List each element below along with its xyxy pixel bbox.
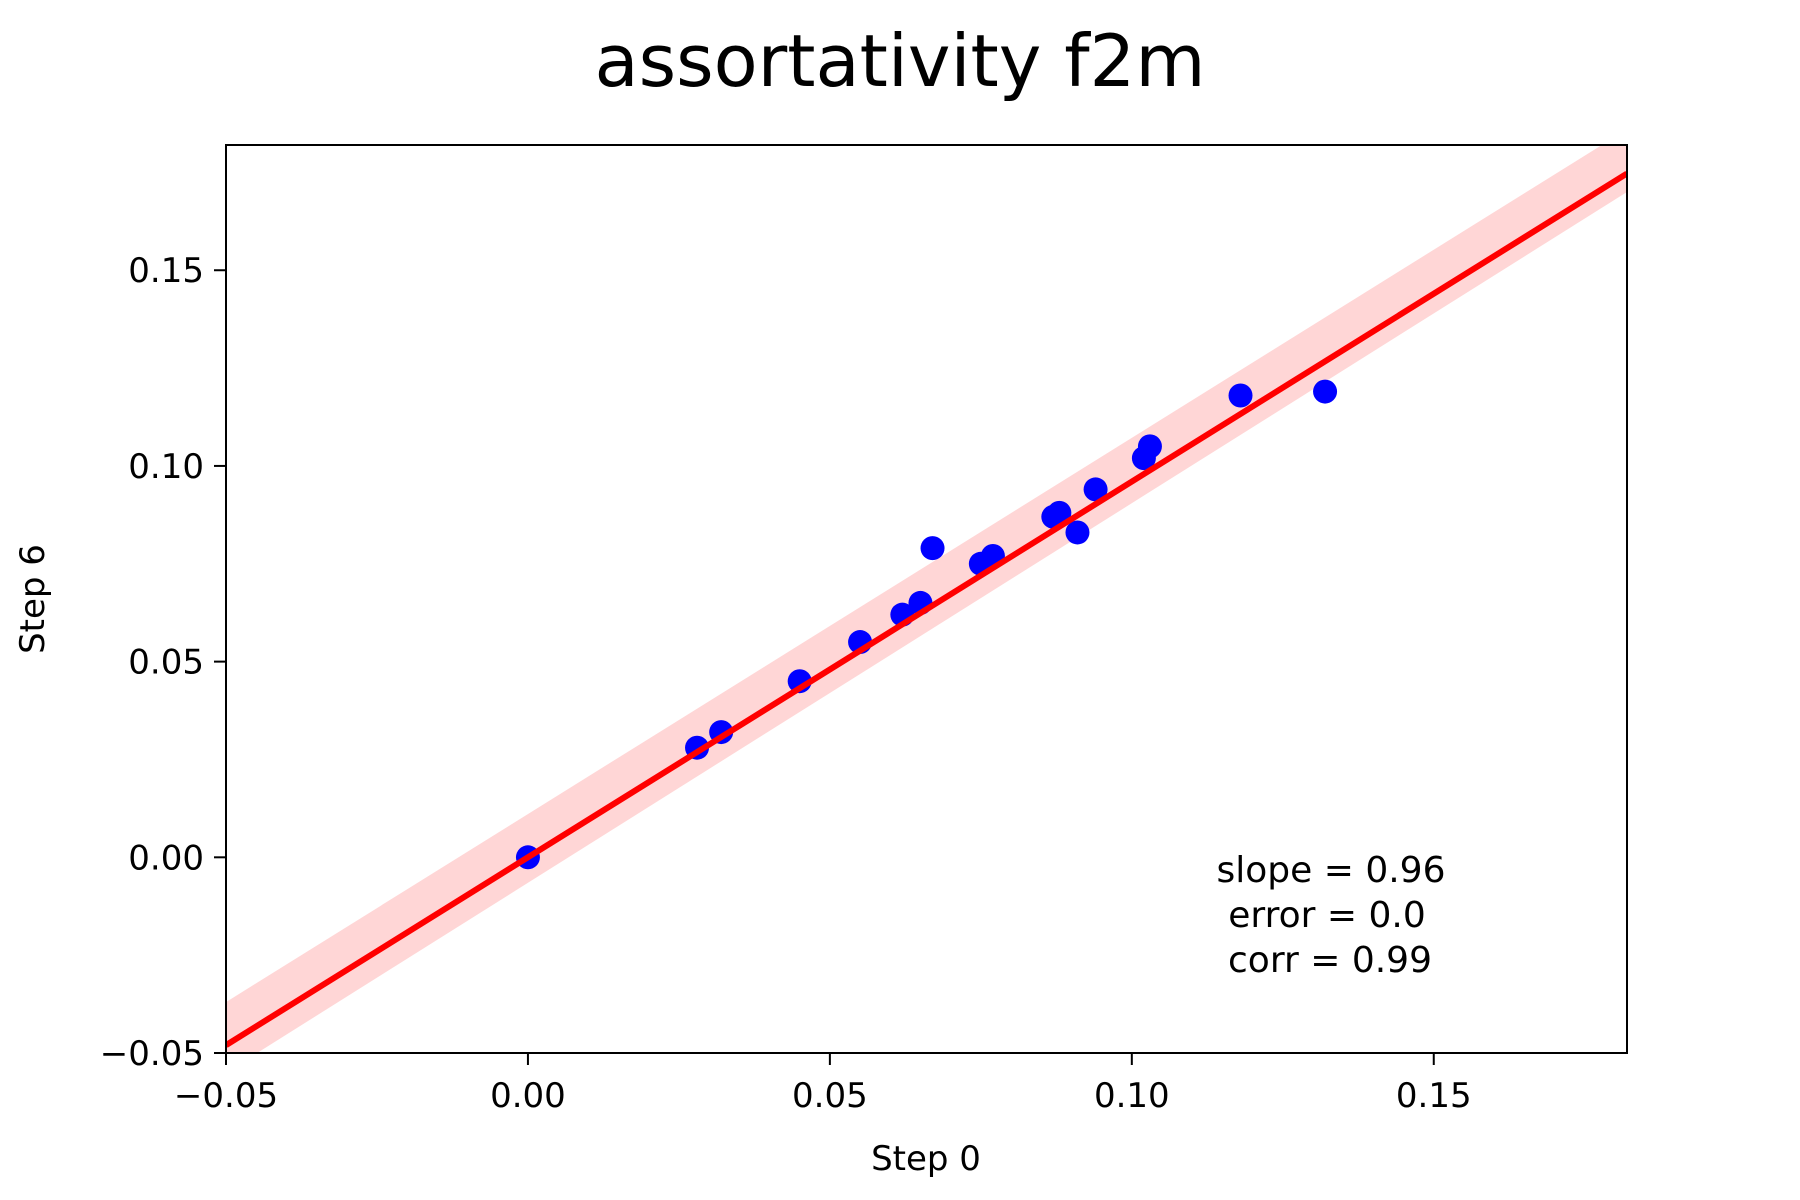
data-point [1228,383,1253,408]
plot-area [226,145,1627,1053]
axes: −0.05 0.00 0.05 0.10 0.15 −0.05 0.00 0.05 0.10 0.… [100,144,1628,1116]
x-tick-label: −0.05 [174,1076,278,1116]
annotation-error: error = 0.0 [1228,895,1425,936]
x-tick-label: 0.10 [1094,1076,1170,1116]
y-tick-label: 0.15 [128,251,204,291]
data-point [1313,379,1338,404]
y-tick-label: −0.05 [100,1034,204,1074]
y-tick-label: 0.10 [128,447,204,487]
plot-frame [225,144,1628,1054]
y-tick-label: 0.00 [128,838,204,878]
x-tick-label: 0.00 [490,1076,566,1116]
data-point [1047,500,1072,525]
x-axis-label: Step 0 [871,1139,981,1179]
annotation-corr: corr = 0.99 [1228,940,1432,981]
y-axis-label: Step 6 [13,544,53,654]
regression-line [226,170,1627,1048]
data-point [1137,434,1162,459]
annotation-slope: slope = 0.96 [1217,850,1446,891]
y-tick-label: 0.05 [128,643,204,683]
x-tick-label: 0.15 [1396,1076,1472,1116]
data-point [1083,477,1108,502]
chart-title: assortativity f2m [594,19,1205,103]
x-tick-label: 0.05 [792,1076,868,1116]
data-point [920,536,945,561]
data-point [1065,520,1090,545]
